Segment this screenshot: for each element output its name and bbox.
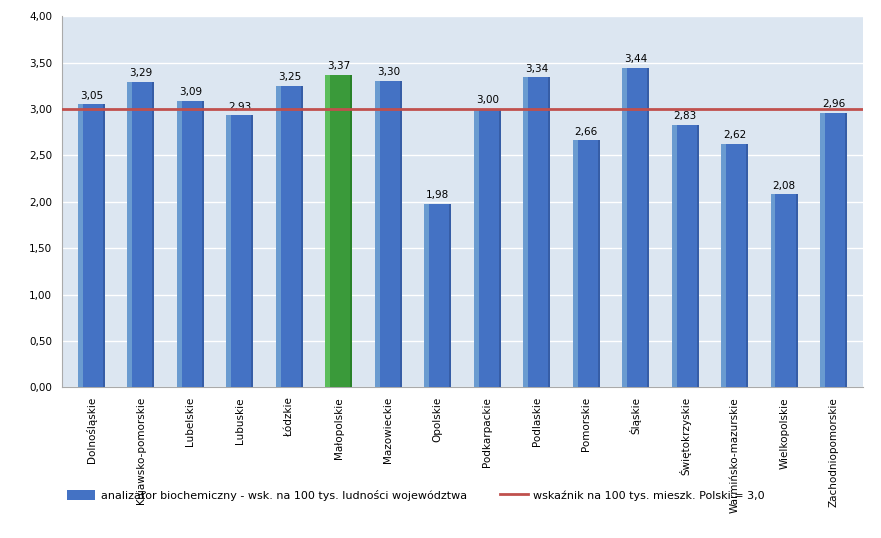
Bar [103, 104, 105, 387]
Text: 3,44: 3,44 [624, 54, 648, 65]
Bar [177, 101, 204, 387]
Bar [127, 82, 154, 387]
Bar [78, 104, 105, 387]
Bar [573, 140, 600, 387]
Bar [796, 194, 798, 387]
Bar [424, 203, 451, 387]
Text: 3,29: 3,29 [130, 68, 152, 79]
Bar [771, 194, 775, 387]
Bar [177, 101, 181, 387]
Bar [746, 144, 748, 387]
Bar [722, 144, 748, 387]
Bar [820, 112, 825, 387]
Bar [374, 81, 402, 387]
Text: 3,05: 3,05 [80, 90, 103, 101]
Text: 3,00: 3,00 [476, 95, 499, 105]
Bar [351, 75, 352, 387]
Legend: analizator biochemiczny - wsk. na 100 tys. ludności województwa, wskaźnik na 100: analizator biochemiczny - wsk. na 100 ty… [67, 490, 765, 500]
Text: 2,83: 2,83 [674, 111, 697, 121]
Bar [449, 203, 451, 387]
Bar [697, 125, 699, 387]
Text: 3,34: 3,34 [525, 63, 548, 74]
Bar [622, 68, 649, 387]
Bar [722, 144, 726, 387]
Text: 2,66: 2,66 [574, 127, 598, 137]
Text: 2,93: 2,93 [228, 102, 251, 112]
Bar [499, 109, 501, 387]
Bar [374, 81, 380, 387]
Bar [226, 116, 231, 387]
Text: 2,08: 2,08 [773, 181, 796, 190]
Bar [622, 68, 627, 387]
Bar [226, 116, 254, 387]
Text: 3,37: 3,37 [327, 61, 351, 71]
Bar [573, 140, 578, 387]
Bar [300, 86, 303, 387]
Text: 3,09: 3,09 [179, 87, 202, 97]
Bar [127, 82, 132, 387]
Bar [671, 125, 677, 387]
Bar [474, 109, 501, 387]
Bar [845, 112, 848, 387]
Bar [251, 116, 254, 387]
Bar [325, 75, 330, 387]
Bar [671, 125, 699, 387]
Text: 2,62: 2,62 [723, 131, 746, 140]
Bar [648, 68, 649, 387]
Bar [424, 203, 429, 387]
Text: 1,98: 1,98 [426, 190, 449, 200]
Bar [771, 194, 798, 387]
Text: 2,96: 2,96 [822, 99, 845, 109]
Bar [548, 77, 551, 387]
Bar [400, 81, 402, 387]
Bar [597, 140, 600, 387]
Bar [152, 82, 154, 387]
Text: 3,25: 3,25 [278, 72, 301, 82]
Bar [78, 104, 83, 387]
Bar [276, 86, 303, 387]
Bar [474, 109, 478, 387]
Bar [820, 112, 848, 387]
Bar [523, 77, 551, 387]
Bar [523, 77, 528, 387]
Bar [202, 101, 204, 387]
Text: 3,30: 3,30 [377, 67, 400, 77]
Bar [325, 75, 352, 387]
Bar [276, 86, 281, 387]
